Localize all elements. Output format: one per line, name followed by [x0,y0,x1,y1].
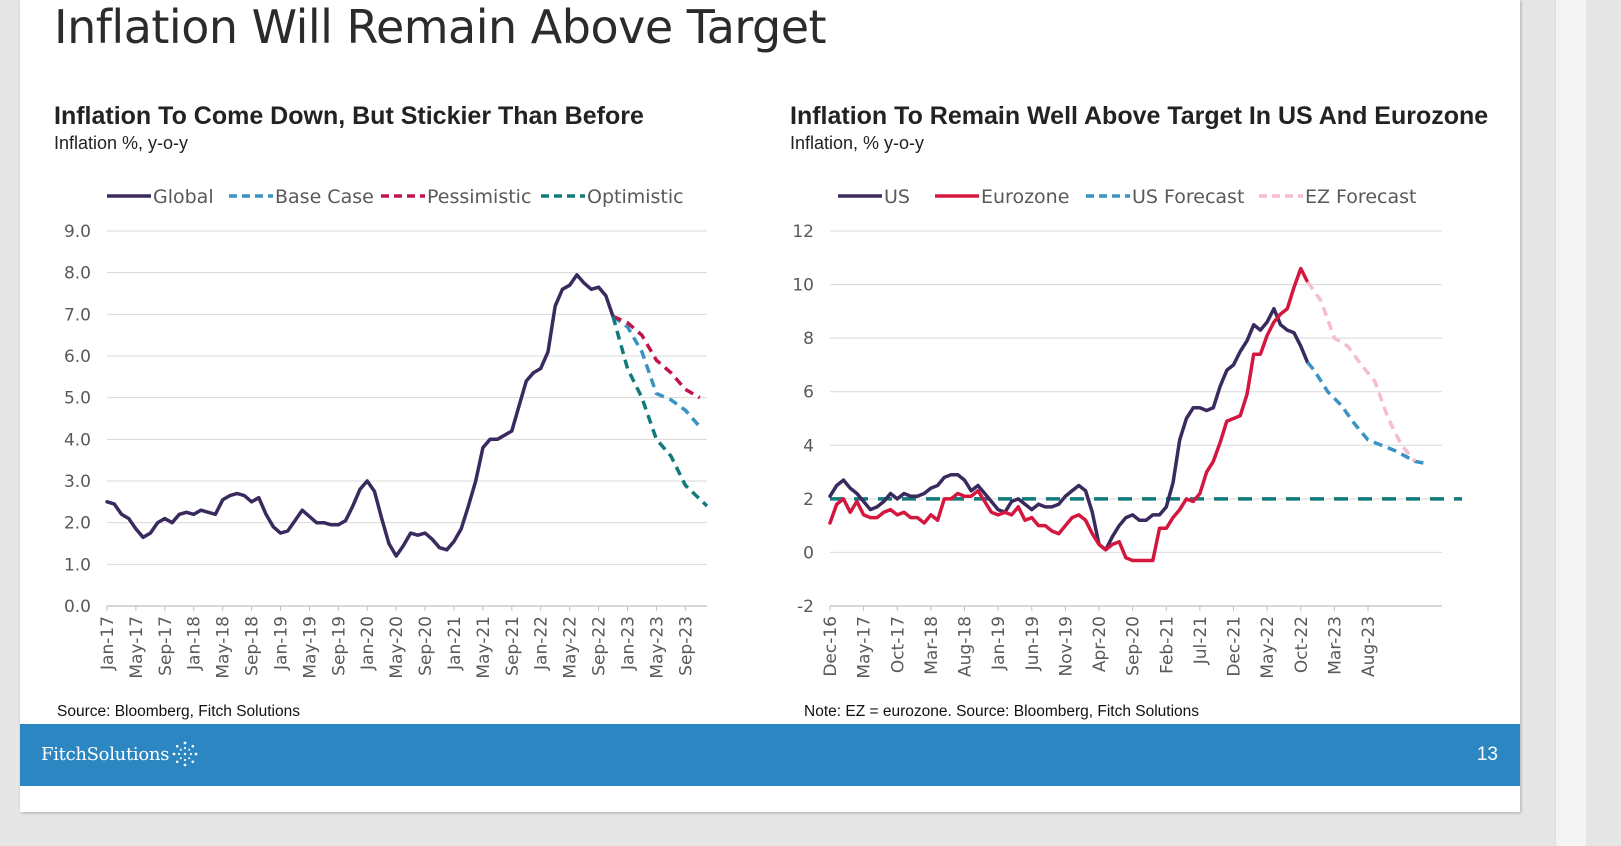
chart1-legend-label: Base Case [275,186,374,208]
starburst-icon [172,741,198,767]
chart2-ytick-label: 12 [792,222,814,242]
slide [20,0,1520,812]
chart2-xtick-label: Apr-20 [1090,616,1110,672]
chart1-xtick-label: Jan-17 [98,616,118,671]
chart2-ytick-label: 6 [803,383,814,403]
chart1-legend-label: Pessimistic [427,186,531,208]
chart2-legend-label: EZ Forecast [1305,186,1416,208]
chart2-series-ez-forecast [1306,280,1417,463]
chart1-xtick-label: May-19 [300,616,320,679]
chart1-ytick-label: 9.0 [64,222,91,242]
chart1-xtick-label: Jan-19 [271,616,291,671]
chart1-xtick-label: May-17 [127,616,147,679]
chart2-xtick-label: May-17 [855,616,875,679]
chart1-xtick-label: Jan-21 [445,616,465,671]
chart1-ytick-label: 0.0 [64,597,91,617]
chart1-xtick-label: Sep-17 [156,616,176,676]
chart2-xtick-label: Mar-18 [922,616,942,675]
chart2-source: Note: EZ = eurozone. Source: Bloomberg, … [804,703,1200,720]
scrollbar-track[interactable] [1555,0,1586,846]
chart2-xtick-label: Sep-20 [1124,616,1144,676]
chart2-xtick-label: Dec-21 [1225,616,1245,677]
chart1-ytick-label: 4.0 [64,430,91,450]
chart2-legend-label: US Forecast [1132,186,1244,208]
chart2-xtick-label: Mar-23 [1325,616,1345,675]
chart2-xtick-label: Oct-17 [888,616,908,673]
chart2-xtick-label: Jun-19 [1023,616,1043,671]
chart1-xtick-label: Sep-23 [676,616,696,676]
chart1-ytick-label: 7.0 [64,305,91,325]
chart1-series-global [105,273,615,558]
chart2-series-us-forecast [1306,361,1429,466]
chart2-ytick-label: 10 [792,276,814,296]
chart1-xtick-label: May-20 [387,616,407,679]
chart1-ytick-label: 1.0 [64,555,91,575]
fitch-solutions-logo: FitchSolutions [41,740,199,768]
chart1-ytick-label: 2.0 [64,514,91,534]
chart1-xtick-label: Sep-22 [590,616,610,676]
chart2-series-us [828,306,1310,552]
chart1-xtick-label: Sep-21 [503,616,523,676]
chart1-xtick-label: Jan-18 [185,616,205,671]
chart1-series-base-case [611,314,702,428]
chart2-xtick-label: Nov-19 [1056,616,1076,677]
chart2-xtick-label: Aug-23 [1359,616,1379,677]
chart1-xtick-label: May-21 [474,616,494,679]
chart2-xtick-label: Oct-22 [1292,616,1312,673]
chart2-ytick-label: 4 [803,436,814,456]
chart2-series-eurozone [828,266,1310,563]
chart2-ytick-label: 8 [803,329,814,349]
chart1-ytick-label: 3.0 [64,472,91,492]
chart1-legend-label: Global [153,186,214,208]
chart2-title: Inflation To Remain Well Above Target In… [790,102,1489,130]
chart1-legend-label: Optimistic [587,186,684,208]
chart2-xtick-label: May-22 [1258,616,1278,679]
chart2-legend-label: US [884,186,910,208]
chart2-ytick-label: 2 [803,490,814,510]
chart1-xtick-label: Jan-22 [532,616,552,671]
chart2-subtitle: Inflation, % y-o-y [790,133,925,153]
chart2-legend-label: Eurozone [981,186,1069,208]
chart1-ytick-label: 6.0 [64,347,91,367]
logo-text: FitchSolutions [41,743,170,765]
chart2-xtick-label: Jan-19 [989,616,1009,671]
chart1-ytick-label: 5.0 [64,389,91,409]
chart2-xtick-label: Feb-21 [1157,616,1177,674]
chart1-series-pessimistic [612,314,701,400]
chart2-xtick-label: Jul-21 [1191,616,1211,665]
chart1-source: Source: Bloomberg, Fitch Solutions [57,703,300,720]
page-number: 13 [1476,744,1498,765]
slide-title: Inflation Will Remain Above Target [54,0,827,54]
chart2-ytick-label: -2 [797,597,814,617]
chart1-xtick-label: Sep-19 [329,616,349,676]
chart1-ytick-label: 8.0 [64,264,91,284]
chart2-xtick-label: Dec-16 [821,616,841,677]
chart1-xtick-label: Jan-20 [358,616,378,671]
chart1-subtitle: Inflation %, y-o-y [54,133,189,153]
chart1-xtick-label: May-18 [214,616,234,679]
chart1-xtick-label: Sep-20 [416,616,436,676]
chart1-xtick-label: Jan-23 [618,616,638,671]
chart2-ytick-label: 0 [803,543,814,563]
chart1-xtick-label: May-22 [561,616,581,679]
chart1-title: Inflation To Come Down, But Stickier Tha… [54,102,644,130]
slide-footer: FitchSolutions 13 [20,724,1520,786]
chart1-series-optimistic [611,315,709,508]
chart2-xtick-label: Aug-18 [956,616,976,677]
chart1-xtick-label: May-23 [647,616,667,679]
chart1-xtick-label: Sep-18 [243,616,263,676]
